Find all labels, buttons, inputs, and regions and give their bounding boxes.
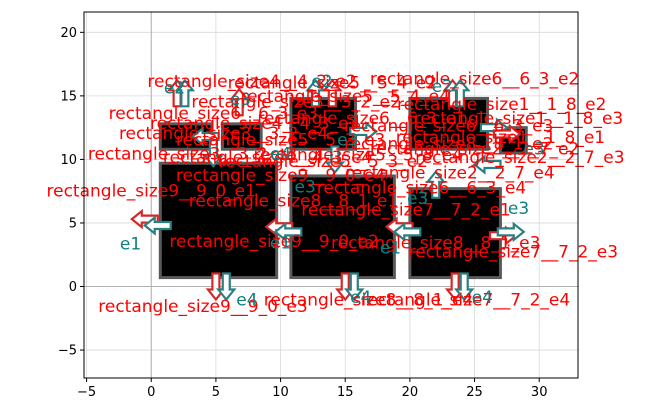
arrow-13 [496, 221, 526, 243]
arrow-16 [228, 87, 250, 117]
edge-label: e3 [523, 139, 544, 159]
y-tick-label: −5 [58, 344, 77, 359]
rectangle-label: rectangle_size7__7_2_e4 [361, 291, 570, 311]
edge-label: e1 [120, 235, 141, 255]
arrow-23 [472, 154, 502, 175]
x-tick-label: −5 [77, 385, 96, 400]
edge-label: e2 [311, 72, 332, 92]
rectangle-6 [220, 122, 263, 151]
rectangle-label: rectangle_size6__6_3_e3 [344, 116, 553, 136]
arrow-27 [324, 145, 346, 175]
arrow-1 [142, 215, 172, 236]
x-tick-label: 10 [272, 385, 289, 400]
arrow-22 [492, 123, 522, 145]
rectangle-label: rectangle_size7__7_2_e3 [409, 242, 618, 262]
rectangle-label: rectangle_size5__5_4_e4 [241, 87, 450, 107]
rectangle-label: rectangle_size6__6_3_e3 [109, 104, 318, 124]
arrow-25 [203, 138, 224, 168]
edge-label: e4 [236, 291, 257, 311]
rectangle-label: rectangle_size3__3_2_e2 [191, 92, 400, 112]
y-tick-label: 15 [60, 89, 77, 104]
arrow-26 [349, 121, 379, 142]
rectangle-label: rectangle_size9__9_0_e1 [47, 181, 256, 201]
x-tick-label: 25 [466, 385, 483, 400]
arrow-9 [392, 221, 422, 243]
rectangle-label: rectangle_size6__6_3_e4 [317, 179, 526, 199]
edge-label: e2 [164, 78, 185, 98]
x-tick-label: 0 [147, 385, 155, 400]
rectangle-label: rectangle_size9__9_0_e3 [98, 297, 307, 317]
edge-label: e4 [350, 288, 371, 308]
x-tick-label: 15 [337, 385, 354, 400]
edge-label: e4 [270, 144, 291, 164]
edge-label: e3 [294, 177, 315, 197]
arrow-28 [425, 170, 447, 199]
rectangle-4 [289, 96, 358, 151]
edge-label: e3 [508, 199, 529, 219]
y-tick-label: 10 [60, 153, 77, 168]
rectangle-label: rectangle_size2__2_7_e2 [370, 139, 579, 159]
rectangles [158, 96, 528, 280]
x-tick-label: 20 [402, 385, 419, 400]
arrow-3 [215, 272, 237, 302]
axis-ticks: −5 0 5 10 15 20 25 30 −5 0 5 10 15 20 [58, 26, 548, 400]
rectangle-label: rectangle_size1__1_8_e2 [397, 95, 606, 115]
rectangle-label: rectangle_size5__5_3_e3 [176, 130, 385, 150]
rectangle-label: rectangle_size4__4_2_e2 [147, 72, 356, 92]
rectangle-label: rectangle_size9__9_0_e2 [169, 232, 378, 252]
rectangle-label: rectangle_size5__5_4_e2 [228, 73, 437, 93]
edge-label: e3 [407, 189, 428, 209]
rectangle-label: rectangle_size6__6_3_e2 [370, 69, 579, 89]
edge-label: e1 [270, 233, 291, 253]
rectangle-label: rectangle_size4__4_3_e3 [150, 114, 359, 134]
zero-axis-lines [84, 12, 578, 378]
rectangle-label: rectangle_size2__2_7_e4 [345, 163, 554, 183]
plot-frame [83, 11, 579, 379]
rectangle-label: rectangle_size8__8_1_e3 [331, 233, 540, 253]
rectangle-label: rectangle_size5__5_3_e4 [253, 146, 462, 166]
rectangle-label: rectangle_size7__7_2_e1 [301, 200, 510, 220]
edge-label: e3 [337, 130, 358, 150]
rectangle-label: rectangle_size6__6_3_e1 [257, 109, 466, 129]
arrow-0 [130, 208, 159, 230]
arrow-7 [343, 272, 365, 302]
rectangle-label: rectangle_size8__8_1_e2 [344, 134, 553, 154]
y-tick-label: 20 [60, 26, 77, 41]
rectangle-label: rectangle_size8__8_1_e1 [189, 191, 398, 211]
rectangle-label: rectangle_size8__8_1_e4 [264, 291, 473, 311]
arrow-5 [273, 221, 303, 243]
arrow-20 [450, 78, 471, 108]
rectangle-label: rectangle_size5__5_3_e2 [219, 152, 428, 172]
arrows [130, 78, 526, 302]
arrow-24 [190, 126, 220, 147]
rectangle-label: rectangle_size1__1_8_e1 [396, 128, 605, 148]
rectangle-label: rectangle_size4__4_3_e4 [163, 148, 372, 168]
y-tick-label: 0 [69, 280, 77, 295]
rectangle-label: rectangle_size3__3_2_e4 [119, 124, 328, 144]
edge-label: e2 [432, 77, 453, 97]
arrow-11 [453, 272, 475, 302]
rectangle-label: rectangle_size2__2_7_e3 [415, 148, 624, 168]
rectangle-label: rectangle_size9__9_0_e4 [176, 166, 385, 186]
edge-label: e3 [230, 90, 251, 110]
arrow-18 [322, 78, 343, 108]
labels: rectangle_size4__4_2_e2rectangle_size5__… [47, 69, 625, 316]
x-tick-label: 5 [212, 385, 220, 400]
edge-label: e4 [472, 288, 493, 308]
edge-label: e1 [380, 238, 401, 258]
rectangle-label: rectangle_size1__1_8_e3 [414, 109, 623, 129]
rectangle-label: rectangle_size3__3_2_e3 [88, 144, 297, 164]
arrow-15 [174, 78, 196, 108]
x-tick-label: 30 [531, 385, 548, 400]
arrow-17 [305, 78, 326, 108]
y-tick-label: 5 [69, 216, 77, 231]
